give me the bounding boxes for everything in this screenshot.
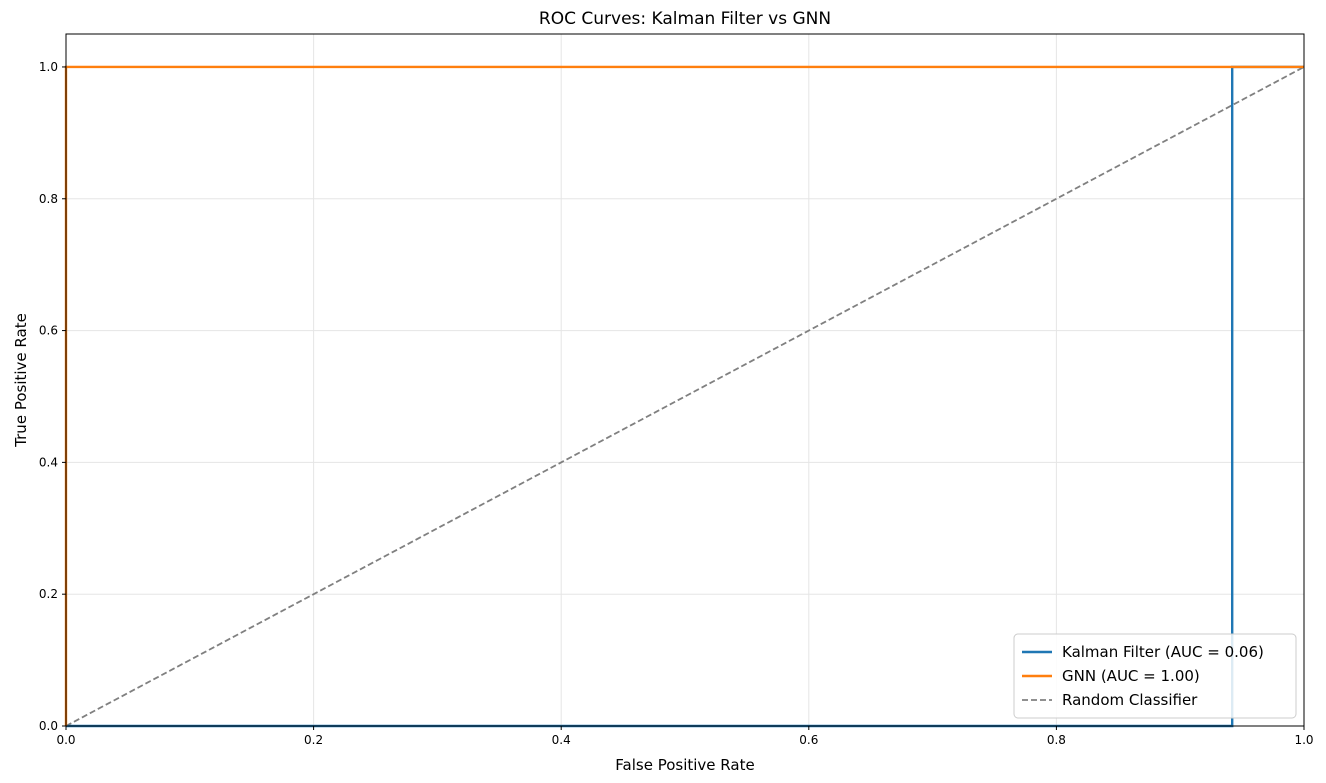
y-axis-label: True Positive Rate	[12, 313, 30, 448]
axis-ticks: 0.0 0.2 0.4 0.6 0.8 1.0 0.0 0.2 0.4 0.6 0.8 1.0	[39, 60, 1314, 747]
series-line-2	[65, 66, 1305, 727]
y-tick-label-3: 0.6	[39, 324, 58, 338]
x-tick-label-3: 0.6	[799, 733, 818, 747]
series-layer	[64, 65, 1305, 728]
legend-label-2: Random Classifier	[1062, 691, 1198, 709]
legend: Kalman Filter (AUC = 0.06) GNN (AUC = 1.0…	[1013, 633, 1297, 719]
legend-label-1: GNN (AUC = 1.00)	[1062, 667, 1200, 685]
y-tick-label-0: 0.0	[39, 719, 58, 733]
x-tick-label-0: 0.0	[56, 733, 75, 747]
y-tick-label-1: 0.2	[39, 587, 58, 601]
x-tick-label-5: 1.0	[1294, 733, 1313, 747]
plot-frame	[65, 33, 1305, 727]
x-axis-label: False Positive Rate	[615, 756, 754, 774]
legend-label-0: Kalman Filter (AUC = 0.06)	[1062, 643, 1264, 661]
y-tick-label-4: 0.8	[39, 192, 58, 206]
x-tick-label-4: 0.8	[1047, 733, 1066, 747]
y-tick-label-2: 0.4	[39, 455, 58, 469]
x-tick-label-2: 0.4	[552, 733, 571, 747]
y-tick-label-5: 1.0	[39, 60, 58, 74]
x-tick-label-1: 0.2	[304, 733, 323, 747]
legend-box	[1013, 633, 1297, 719]
grid	[65, 34, 1305, 727]
chart-title: ROC Curves: Kalman Filter vs GNN	[539, 9, 831, 29]
